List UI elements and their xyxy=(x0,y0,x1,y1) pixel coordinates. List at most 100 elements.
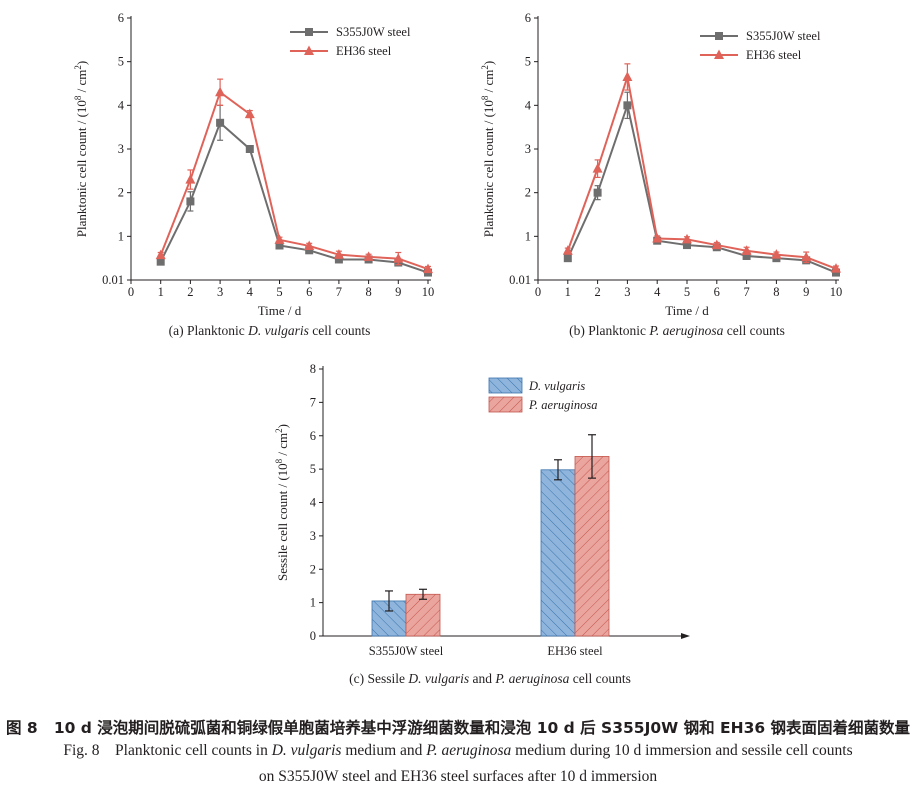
chart-b-y-label-part-0: Planktonic cell count / (10 xyxy=(481,100,496,237)
chart-b-caption-part-1: P. aeruginosa xyxy=(648,323,723,338)
chart-a-y-tick-label: 4 xyxy=(118,98,125,112)
chart-b-y-tick-label: 6 xyxy=(525,11,531,25)
chart-a-x-tick-label: 0 xyxy=(128,285,134,299)
chart-b-point-s355 xyxy=(623,101,632,110)
chart-b-point-eh36 xyxy=(741,245,752,255)
chart-c-y-tick-label: 8 xyxy=(310,362,316,376)
chart-b-x-tick-label: 10 xyxy=(830,285,843,299)
chart-a-legend-label: EH36 steel xyxy=(336,44,392,58)
chart-c-y-tick-label: 2 xyxy=(310,562,316,576)
chart-c-category-label: S355J0W steel xyxy=(369,644,444,658)
chart-c-y-tick-label: 4 xyxy=(310,496,317,510)
chart-a-point-s355 xyxy=(186,197,195,206)
chart-a-point-s355 xyxy=(275,241,284,250)
chart-b-x-tick-label: 4 xyxy=(654,285,661,299)
chart-a-x-tick-label: 9 xyxy=(395,285,401,299)
chart-b-y-label-part-1: 8 xyxy=(480,95,490,100)
figure-caption-english-line1: Fig. 8 Planktonic cell counts in D. vulg… xyxy=(0,742,916,760)
chart-b-x-tick-label: 5 xyxy=(684,285,690,299)
chart-c-bar-d-vulgaris xyxy=(540,469,576,637)
chart-a-y-tick-label: 0.01 xyxy=(102,273,124,287)
chart-b-x-tick-label: 6 xyxy=(714,285,720,299)
chart-b-point-eh36 xyxy=(711,239,722,250)
chart-c-y-tick-label: 6 xyxy=(310,429,316,443)
caption-cn-prefix: 图 8 xyxy=(5,719,38,737)
chart-a-point-s355 xyxy=(334,255,343,264)
chart-c-legend-label: P. aeruginosa xyxy=(528,398,598,412)
chart-b-point-eh36 xyxy=(592,163,603,173)
chart-b-series-line-s355 xyxy=(566,101,837,274)
chart-a-point-s355 xyxy=(216,118,225,127)
caption-en2: on S355J0W steel and EH36 steel surfaces… xyxy=(258,768,658,785)
chart-c-y-tick-label: 1 xyxy=(310,596,316,610)
chart-b-legend-marker-square xyxy=(715,32,723,40)
chart-b-point-eh36 xyxy=(801,251,812,262)
chart-c-caption-part-0: (c) Sessile xyxy=(349,671,408,686)
chart-a-y-tick-label: 3 xyxy=(118,142,124,156)
chart-a-y-tick-label: 5 xyxy=(118,55,124,69)
chart-a-legend-label: S355J0W steel xyxy=(336,25,411,39)
chart-b-caption-part-0: (b) Planktonic xyxy=(569,323,649,338)
chart-b-x-tick-label: 3 xyxy=(624,285,630,299)
chart-c-caption-part-3: P. aeruginosa xyxy=(494,671,569,686)
chart-a-y-axis-label: Planktonic cell count / (108 / cm2) xyxy=(73,61,89,238)
caption-en1-species2: P. aeruginosa xyxy=(426,742,512,759)
chart-a-y-label-part-3: 2 xyxy=(73,65,83,70)
chart-c-bar-p-aeruginosa xyxy=(405,593,441,637)
chart-a-y-label-part-1: 8 xyxy=(73,95,83,100)
figure-caption-english-line2: on S355J0W steel and EH36 steel surfaces… xyxy=(0,768,916,786)
chart-a-y-tick-label: 6 xyxy=(118,11,124,25)
chart-b-y-tick-label: 1 xyxy=(525,229,531,243)
chart-a-caption: (a) Planktonic D. vulgaris cell counts xyxy=(169,323,371,338)
chart-b-point-s355 xyxy=(683,241,691,250)
chart-c-caption-part-4: cell counts xyxy=(569,671,630,686)
chart-a-y-tick-label: 2 xyxy=(118,186,124,200)
chart-c-bar-p-aeruginosa xyxy=(574,456,610,637)
chart-a-y-label-part-0: Planktonic cell count / (10 xyxy=(74,100,89,237)
chart-c-y-label-part-4: ) xyxy=(275,424,290,428)
chart-c-y-tick-label: 7 xyxy=(310,395,316,409)
caption-cn-text: 10 d 浸泡期间脱硫弧菌和铜绿假单胞菌培养基中浮游细菌数量和浸泡 10 d 后… xyxy=(53,719,911,737)
chart-a-x-tick-label: 5 xyxy=(276,285,282,299)
chart-a-point-eh36 xyxy=(363,251,374,261)
chart-a-caption-part-1: D. vulgaris xyxy=(247,323,309,338)
chart-b-y-tick-label: 4 xyxy=(525,98,532,112)
chart-a-x-tick-label: 2 xyxy=(187,285,193,299)
caption-en1-species1: D. vulgaris xyxy=(271,742,342,759)
chart-b-x-tick-label: 2 xyxy=(594,285,600,299)
chart-a-x-tick-label: 7 xyxy=(336,285,342,299)
chart-a-point-eh36 xyxy=(185,174,196,184)
chart-b-legend-label: EH36 steel xyxy=(746,48,802,62)
chart-a-series-line-eh36 xyxy=(159,90,429,271)
chart-a-point-s355 xyxy=(245,145,254,153)
chart-c-category-label: EH36 steel xyxy=(547,644,603,658)
chart-b-y-label-part-4: ) xyxy=(481,61,496,65)
chart-c-legend-swatch xyxy=(488,396,523,413)
chart-c-y-label-part-2: / cm xyxy=(275,433,290,459)
chart-a-caption-part-2: cell counts xyxy=(309,323,370,338)
chart-b-legend-label: S355J0W steel xyxy=(746,29,821,43)
caption-en1-c: medium during 10 d immersion and sessile… xyxy=(511,742,853,759)
chart-b-point-s355 xyxy=(742,251,751,260)
chart-a-point-eh36 xyxy=(393,253,404,263)
chart-b-planktonic-p-aeruginosa: 0.01 1 2 3 4 5 6 0 1 2 3 4 5 6 7 8 9 10 Time / d Planktonic… xyxy=(480,11,842,338)
chart-a-caption-part-0: (a) Planktonic xyxy=(169,323,248,338)
chart-c-legend-label: D. vulgaris xyxy=(528,379,585,393)
chart-a-x-tick-label: 1 xyxy=(158,285,164,299)
chart-a-legend-marker-triangle xyxy=(304,45,314,55)
chart-b-point-s355 xyxy=(593,188,602,197)
chart-b-y-label-part-3: 2 xyxy=(480,65,490,70)
chart-a-point-eh36 xyxy=(244,108,255,119)
chart-a-y-label-part-2: / cm xyxy=(74,70,89,96)
chart-a-planktonic-d-vulgaris: 0.01 1 2 3 4 5 6 0 1 2 3 4 5 6 7 8 9 10 Time / d Planktonic… xyxy=(73,11,434,338)
chart-a-point-eh36 xyxy=(215,86,226,97)
chart-b-point-eh36 xyxy=(682,233,692,244)
chart-c-y-axis-label: Sessile cell count / (108 / cm2) xyxy=(274,424,290,581)
chart-b-y-tick-label: 5 xyxy=(525,55,531,69)
chart-c-caption-part-1: D. vulgaris xyxy=(407,671,469,686)
chart-c-y-label-part-1: 8 xyxy=(274,458,284,463)
chart-b-y-tick-label: 0.01 xyxy=(509,273,531,287)
caption-en1-b: medium and xyxy=(341,742,427,759)
chart-b-legend-marker-triangle xyxy=(714,49,724,59)
